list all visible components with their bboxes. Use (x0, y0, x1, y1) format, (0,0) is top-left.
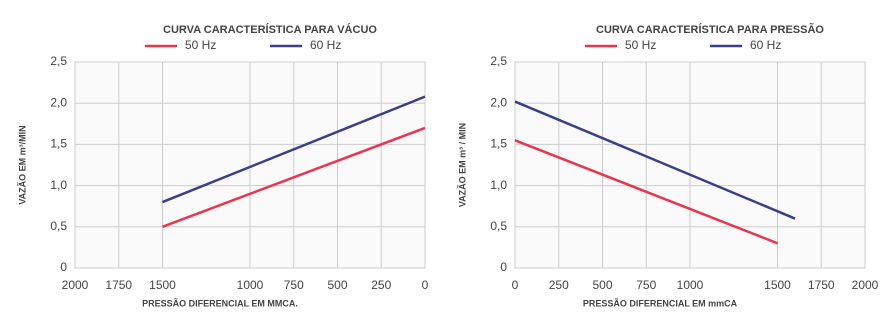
x-tick-label: 1500 (149, 278, 176, 292)
y-tick-label: 1,5 (50, 137, 67, 151)
y-tick-label: 1,0 (490, 178, 507, 192)
x-tick-label: 1750 (105, 278, 132, 292)
y-tick-label: 1,0 (50, 178, 67, 192)
legend-label: 50 Hz (185, 38, 216, 52)
y-tick-label: 0,5 (50, 219, 67, 233)
legend-label: 50 Hz (625, 38, 656, 52)
x-tick-label: 2000 (852, 278, 879, 292)
x-tick-label: 1000 (677, 278, 704, 292)
y-tick-label: 0 (500, 260, 507, 274)
x-tick-label: 500 (327, 278, 347, 292)
x-tick-label: 250 (549, 278, 569, 292)
y-tick-label: 2,5 (490, 54, 507, 68)
y-tick-label: 2,0 (490, 95, 507, 109)
y-tick-label: 1,5 (490, 137, 507, 151)
x-tick-label: 1500 (764, 278, 791, 292)
chart-title: CURVA CARACTERÍSTICA PARA PRESSÃO (596, 23, 824, 36)
x-tick-label: 0 (422, 278, 429, 292)
x-tick-label: 1750 (808, 278, 835, 292)
x-axis-label: PRESSÃO DIFERENCIAL EM MMCA. (142, 298, 298, 308)
y-axis-label: VAZÃO EM m³ / MIN (457, 123, 467, 207)
x-tick-label: 750 (636, 278, 656, 292)
x-axis-label: PRESSÃO DIFERENCIAL EM mmCA (583, 298, 738, 308)
y-tick-label: 2,0 (50, 95, 67, 109)
legend-label: 60 Hz (310, 38, 341, 52)
x-tick-label: 2000 (62, 278, 89, 292)
legend-label: 60 Hz (750, 38, 781, 52)
y-tick-label: 2,5 (50, 54, 67, 68)
x-tick-label: 1000 (237, 278, 264, 292)
y-axis-label: VAZÃO EM m³/MIN (17, 125, 27, 204)
x-tick-label: 250 (371, 278, 391, 292)
x-tick-label: 500 (592, 278, 612, 292)
chart-title: CURVA CARACTERÍSTICA PARA VÁCUO (163, 23, 377, 36)
y-tick-label: 0,5 (490, 219, 507, 233)
y-tick-label: 0 (60, 260, 67, 274)
x-tick-label: 750 (284, 278, 304, 292)
chart-page: 0 0,5 1,0 1,5 2,0 2,5 2000 1750 1500 1000 750 500 25… (0, 0, 888, 313)
x-tick-label: 0 (512, 278, 519, 292)
